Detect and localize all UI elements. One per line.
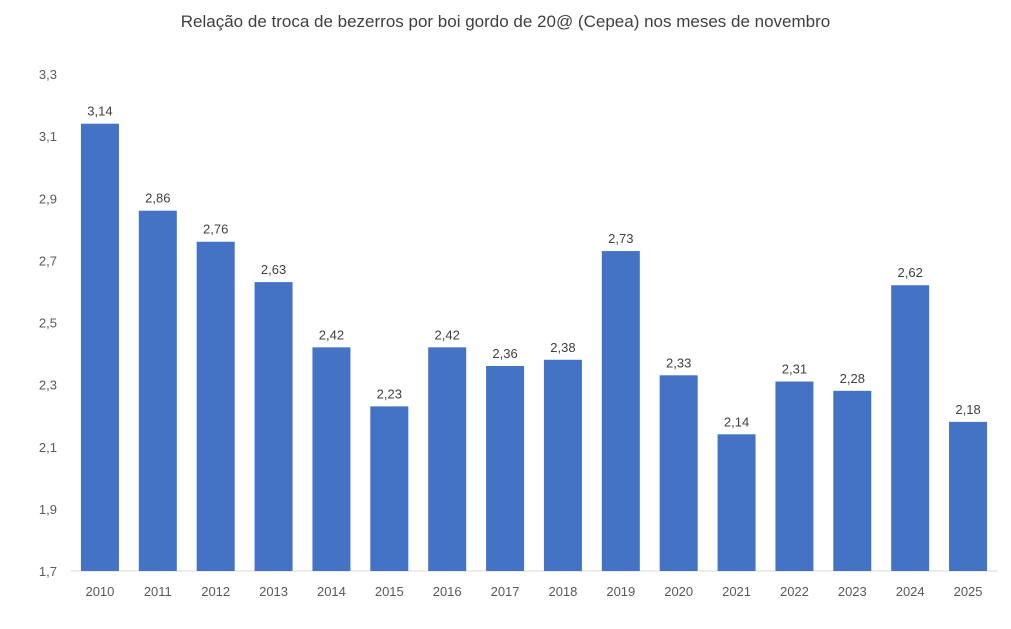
x-tick-label-2024: 2024 (896, 584, 925, 599)
y-tick-label: 3,1 (39, 129, 57, 144)
data-label-2014: 2,42 (319, 327, 344, 342)
x-tick-label-2015: 2015 (375, 584, 404, 599)
y-tick-label: 3,3 (39, 67, 57, 82)
bar-2012 (196, 241, 235, 572)
bar-2022 (775, 381, 814, 571)
x-tick-label-2012: 2012 (201, 584, 230, 599)
data-label-2017: 2,36 (492, 346, 517, 361)
chart-title: Relação de troca de bezerros por boi gor… (180, 12, 831, 31)
x-tick-label-2016: 2016 (433, 584, 462, 599)
y-tick-label: 1,7 (39, 564, 57, 579)
data-label-2021: 2,14 (724, 414, 749, 429)
y-tick-label: 1,9 (39, 502, 57, 517)
bar-2020 (659, 375, 698, 571)
data-label-2022: 2,31 (782, 362, 807, 377)
x-tick-label-2021: 2021 (722, 584, 751, 599)
y-tick-label: 2,1 (39, 440, 57, 455)
bar-2011 (138, 210, 177, 572)
data-label-2025: 2,18 (955, 402, 980, 417)
x-tick-label-2025: 2025 (954, 584, 983, 599)
bar-2023 (833, 390, 872, 571)
bar-2010 (80, 123, 119, 571)
bar-2014 (312, 347, 351, 571)
bar-2018 (543, 359, 582, 571)
bar-2019 (601, 251, 640, 571)
data-label-2013: 2,63 (261, 262, 286, 277)
x-tick-label-2011: 2011 (144, 584, 172, 599)
data-label-2023: 2,28 (840, 371, 865, 386)
x-tick-label-2018: 2018 (548, 584, 577, 599)
bar-2013 (254, 282, 293, 571)
data-label-2020: 2,33 (666, 355, 691, 370)
bar-2024 (891, 285, 930, 571)
x-tick-label-2010: 2010 (85, 584, 114, 599)
data-label-2012: 2,76 (203, 222, 228, 237)
y-tick-label: 2,9 (39, 191, 57, 206)
data-label-2010: 3,14 (87, 104, 112, 119)
x-tick-label-2022: 2022 (780, 584, 809, 599)
y-tick-label: 2,7 (39, 253, 57, 268)
bar-2015 (370, 406, 409, 571)
data-label-2019: 2,73 (608, 231, 633, 246)
data-label-2011: 2,86 (145, 191, 170, 206)
data-label-2024: 2,62 (898, 265, 923, 280)
data-label-2016: 2,42 (435, 327, 460, 342)
bar-2017 (486, 365, 525, 571)
x-tick-label-2014: 2014 (317, 584, 346, 599)
x-tick-label-2013: 2013 (259, 584, 288, 599)
data-label-2015: 2,23 (377, 386, 402, 401)
bar-2025 (949, 421, 988, 571)
x-tick-label-2019: 2019 (606, 584, 635, 599)
x-tick-label-2017: 2017 (491, 584, 520, 599)
bar-2016 (428, 347, 467, 571)
bar-2021 (717, 434, 756, 571)
y-tick-label: 2,3 (39, 378, 57, 393)
y-tick-label: 2,5 (39, 316, 57, 331)
data-label-2018: 2,38 (550, 340, 575, 355)
x-tick-label-2020: 2020 (664, 584, 693, 599)
x-tick-label-2023: 2023 (838, 584, 867, 599)
